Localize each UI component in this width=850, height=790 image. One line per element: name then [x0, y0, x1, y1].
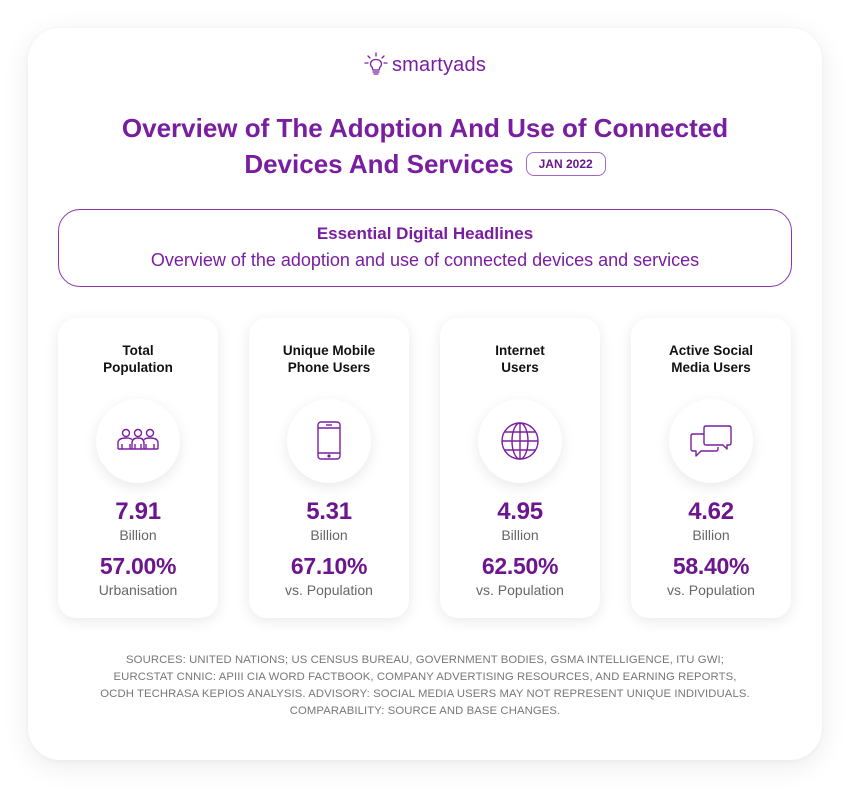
people-group-icon — [117, 428, 159, 450]
icon-badge — [478, 399, 562, 483]
mobile-phone-icon — [317, 421, 341, 460]
stat-unit: Billion — [310, 527, 348, 543]
stat-card-social-media-users: Active Social Media Users 4.62 Billion 5… — [631, 318, 791, 618]
title-line-1: Overview of The Adoption And Use of Conn… — [121, 113, 729, 143]
infographic-card: smartyads Overview of The Adoption And U… — [28, 28, 822, 760]
icon-badge — [669, 399, 753, 483]
lightbulb-icon — [364, 52, 388, 75]
stat-value: 4.95 — [497, 498, 543, 525]
stat-card-total-population: Total Population 7. — [58, 318, 218, 618]
stat-percent: 67.10% — [290, 553, 368, 579]
stat-percent: 57.00% — [99, 553, 177, 579]
icon-badge — [96, 399, 180, 483]
stat-card-mobile-users: Unique Mobile Phone Users 5.31 Billion 6… — [249, 318, 409, 618]
icon-badge — [287, 399, 371, 483]
brand-logo: smartyads — [28, 52, 822, 78]
sources-footnote: SOURCES: UNITED NATIONS; US CENSUS BUREA… — [48, 652, 802, 720]
stat-label: Total Population — [103, 343, 173, 375]
title-line-2: Devices And Services — [244, 149, 514, 179]
stat-unit: Billion — [692, 527, 730, 543]
stat-unit: Billion — [119, 527, 157, 543]
stat-label: Unique Mobile Phone Users — [282, 343, 376, 375]
stat-percent-label: vs. Population — [476, 582, 564, 598]
stat-label: Active Social Media Users — [668, 343, 754, 375]
brand-name: smartyads — [391, 53, 487, 76]
stat-unit: Billion — [501, 527, 539, 543]
stat-percent-label: vs. Population — [667, 582, 755, 598]
stat-label: Internet Users — [495, 343, 545, 375]
stat-value: 4.62 — [688, 498, 734, 525]
stat-value: 7.91 — [115, 498, 161, 525]
stat-value: 5.31 — [306, 498, 352, 525]
sources-line: EURCSTAT CNNIC: APIII CIA WORD FACTBOOK,… — [113, 671, 737, 683]
headline-title: Essential Digital Headlines — [316, 224, 534, 243]
stat-percent-label: vs. Population — [285, 582, 373, 598]
stats-row: Total Population 7. — [58, 318, 792, 618]
stat-percent: 62.50% — [481, 553, 559, 579]
headline-box: Essential Digital Headlines Overview of … — [58, 209, 792, 287]
globe-icon — [501, 422, 539, 460]
sources-line: OCDH TECHRASA KEPIOS ANALYSIS. ADVISORY:… — [100, 688, 750, 700]
date-badge: JAN 2022 — [525, 152, 606, 176]
stat-percent: 58.40% — [672, 553, 750, 579]
page-title: Overview of The Adoption And Use of Conn… — [28, 110, 822, 182]
sources-line: SOURCES: UNITED NATIONS; US CENSUS BUREA… — [126, 654, 724, 666]
stat-percent-label: Urbanisation — [98, 582, 178, 598]
headline-subtitle: Overview of the adoption and use of conn… — [150, 250, 700, 270]
sources-line: COMPARABILITY: SOURCE AND BASE CHANGES. — [289, 705, 561, 717]
stat-card-internet-users: Internet Users 4.95 Billion 62.50% vs. P… — [440, 318, 600, 618]
chat-bubbles-icon — [690, 425, 732, 457]
